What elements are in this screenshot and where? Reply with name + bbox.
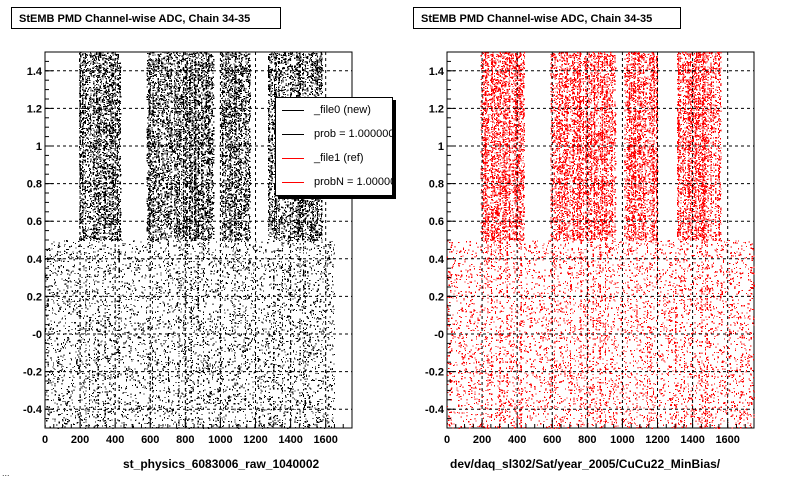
legend-entry-probn: probN = 1.000000 [276,176,392,188]
x-tick-label: 1200 [645,434,669,446]
legend-label-probn: probN = 1.000000 [314,176,392,188]
y-tick-label: 0.2 [429,291,444,303]
x-tick-label: 400 [106,434,124,446]
x-tick-label: 800 [578,434,596,446]
chart-1-title: StEMB PMD Channel-wise ADC, Chain 34-35 [11,7,281,29]
y-tick-label: -0.4 [425,404,445,416]
x-tick-label: 0 [444,434,450,446]
x-tick-label: 400 [508,434,526,446]
x-tick-label: 1000 [208,434,232,446]
y-tick-label: 0.8 [429,179,444,191]
y-tick-label: 1.2 [27,103,42,115]
y-tick-label: 1.2 [429,103,444,115]
y-tick-label: -0.4 [23,404,43,416]
y-tick-label: -0 [434,329,444,341]
legend-entry-prob: prob = 1.000000 [276,128,393,140]
y-tick-label: 1 [438,141,444,153]
y-tick-label: 1.4 [429,66,445,78]
chart-2-title: StEMB PMD Channel-wise ADC, Chain 34-35 [413,7,681,29]
y-tick-label: -0.2 [425,367,444,379]
y-tick-label: 0.4 [429,254,445,266]
x-tick-label: 600 [141,434,159,446]
y-tick-label: -0 [32,329,42,341]
y-tick-label: 0.4 [27,254,43,266]
x-tick-label: 200 [473,434,491,446]
x-tick-label: 1400 [680,434,704,446]
x-tick-label: 200 [71,434,89,446]
chart-1-xlabel: st_physics_6083006_raw_1040002 [123,457,320,471]
x-tick-label: 1600 [715,434,739,446]
footer-stamp: ... [2,468,10,478]
y-tick-label: -0.2 [23,367,42,379]
x-tick-label: 1000 [610,434,634,446]
y-tick-label: 1.4 [27,66,43,78]
legend-label-ref: _file1 (ref) [314,152,364,164]
x-tick-label: 1600 [313,434,337,446]
y-tick-label: 1 [36,141,42,153]
legend-label-prob: prob = 1.000000 [314,128,393,140]
legend-line-new [282,110,304,111]
y-tick-label: 0.8 [27,179,42,191]
x-tick-label: 600 [543,434,561,446]
chart-2-xlabel: dev/daq_sl302/Sat/year_2005/CuCu22_MinBi… [450,457,721,471]
legend-entry-ref: _file1 (ref) [276,152,392,164]
y-tick-label: 0.6 [27,216,42,228]
y-tick-label: 0.2 [27,291,42,303]
y-tick-label: 0.6 [429,216,444,228]
x-tick-label: 800 [176,434,194,446]
legend-entry-new: _file0 (new) [276,104,392,116]
chart-1-legend: _file0 (new) prob = 1.000000 _file1 (ref… [275,97,393,196]
legend-line-probn [282,182,304,183]
x-tick-label: 1400 [278,434,302,446]
legend-line-prob [282,134,304,135]
legend-line-ref [282,158,304,159]
x-tick-label: 0 [42,434,48,446]
legend-label-new: _file0 (new) [314,104,371,116]
x-tick-label: 1200 [243,434,267,446]
